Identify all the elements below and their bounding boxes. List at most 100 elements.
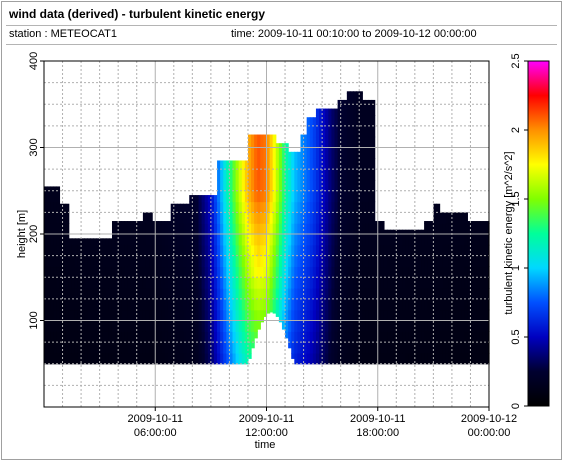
heatmap-cell xyxy=(470,255,475,268)
heatmap-cell xyxy=(349,190,354,203)
heatmap-cell xyxy=(223,331,227,343)
heatmap-cell xyxy=(133,342,138,354)
heatmap-cell xyxy=(309,125,314,138)
heatmap-cell xyxy=(210,234,215,246)
heatmap-cell xyxy=(161,221,166,224)
heatmap-cell xyxy=(303,342,308,354)
heatmap-cell xyxy=(285,223,289,235)
heatmap-cell xyxy=(213,223,218,235)
heatmap-cell xyxy=(319,266,323,278)
heatmap-cell xyxy=(442,288,447,300)
heatmap-cell xyxy=(451,266,456,278)
heatmap-cell xyxy=(402,266,407,278)
heatmap-cell xyxy=(47,234,51,246)
heatmap-cell xyxy=(396,244,400,257)
heatmap-cell xyxy=(343,158,348,170)
heatmap-cell xyxy=(430,320,434,332)
heatmap-cell xyxy=(328,309,332,322)
heatmap-cell xyxy=(198,352,203,365)
heatmap-cell xyxy=(220,320,224,332)
heatmap-cell xyxy=(331,288,336,300)
heatmap-cell xyxy=(127,244,132,257)
heatmap-cell xyxy=(322,320,326,332)
heatmap-cell xyxy=(71,288,76,300)
heatmap-cell xyxy=(195,201,200,213)
heatmap-cell xyxy=(47,298,51,311)
heatmap-cell xyxy=(189,288,193,300)
heatmap-cell xyxy=(433,309,438,322)
heatmap-cell xyxy=(108,298,113,311)
heatmap-cell xyxy=(84,320,88,332)
heatmap-cell xyxy=(257,212,261,224)
heatmap-cell xyxy=(414,266,419,278)
heatmap-cell xyxy=(353,277,357,289)
heatmap-cell xyxy=(145,244,150,257)
heatmap-cell xyxy=(241,277,246,289)
heatmap-cell xyxy=(44,331,48,343)
heatmap-cell xyxy=(220,277,224,289)
heatmap-cell xyxy=(136,221,141,224)
heatmap-cell xyxy=(353,342,357,354)
heatmap-cell xyxy=(399,266,404,278)
heatmap-cell xyxy=(445,342,450,354)
heatmap-cell xyxy=(220,255,224,268)
heatmap-cell xyxy=(47,223,51,235)
heatmap-cell xyxy=(362,201,366,213)
heatmap-cell xyxy=(124,342,129,354)
heatmap-cell xyxy=(442,223,447,235)
heatmap-cell xyxy=(263,201,268,213)
heatmap-cell xyxy=(121,342,125,354)
heatmap-cell xyxy=(217,179,221,192)
heatmap-cell xyxy=(136,309,141,322)
heatmap-cell xyxy=(44,255,48,268)
heatmap-cell xyxy=(149,298,153,311)
heatmap-cell xyxy=(124,352,129,365)
heatmap-cell xyxy=(173,223,178,235)
heatmap-cell xyxy=(142,342,147,354)
heatmap-cell xyxy=(108,342,113,354)
heatmap-cell xyxy=(213,288,218,300)
heatmap-cell xyxy=(96,309,101,322)
heatmap-cell xyxy=(343,255,348,268)
heatmap-cell xyxy=(340,223,345,235)
heatmap-cell xyxy=(309,147,314,159)
heatmap-cell xyxy=(337,125,342,138)
heatmap-cell xyxy=(62,234,67,246)
heatmap-cell xyxy=(127,223,132,235)
heatmap-cell xyxy=(476,255,481,268)
heatmap-cell xyxy=(353,104,357,116)
heatmap-cell xyxy=(405,309,410,322)
heatmap-cell xyxy=(238,288,243,300)
heatmap-cell xyxy=(149,223,153,235)
heatmap-cell xyxy=(238,160,243,170)
heatmap-cell xyxy=(50,244,54,257)
heatmap-cell xyxy=(458,298,462,311)
heatmap-cell xyxy=(312,158,317,170)
heatmap-cell xyxy=(152,255,156,268)
heatmap-cell xyxy=(337,169,342,181)
heatmap-cell xyxy=(312,125,317,138)
heatmap-cell xyxy=(396,277,400,289)
heatmap-cell xyxy=(210,352,215,365)
heatmap-cell xyxy=(399,229,404,235)
heatmap-cell xyxy=(396,298,400,311)
heatmap-cell xyxy=(325,115,329,127)
heatmap-cell xyxy=(464,298,468,311)
heatmap-cell xyxy=(359,115,363,127)
heatmap-cell xyxy=(461,244,465,257)
heatmap-cell xyxy=(306,320,311,332)
heatmap-cell xyxy=(322,158,326,170)
heatmap-cell xyxy=(247,320,252,332)
heatmap-cell xyxy=(272,134,277,138)
heatmap-cell xyxy=(439,342,444,354)
heatmap-cell xyxy=(56,244,61,257)
heatmap-cell xyxy=(229,160,234,170)
heatmap-cell xyxy=(71,255,76,268)
heatmap-cell xyxy=(77,266,82,278)
heatmap-cell xyxy=(291,169,295,181)
heatmap-cell xyxy=(183,203,187,213)
heatmap-cell xyxy=(257,190,261,203)
heatmap-cell xyxy=(223,212,227,224)
heatmap-cell xyxy=(362,99,366,105)
heatmap-cell xyxy=(201,288,206,300)
